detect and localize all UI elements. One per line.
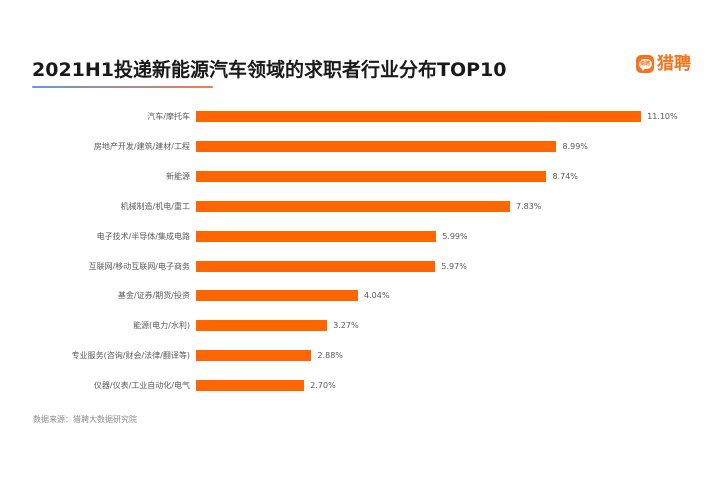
bar-row: 互联网/移动互联网/电子商务 5.97% [0,260,720,273]
logo-text: 猎聘 [657,54,691,74]
bar [196,230,437,242]
value-label: 8.74% [552,171,578,181]
category-label: 基金/证券/期货/投资 [117,291,190,301]
bar [196,200,510,212]
value-label: 5.99% [442,231,468,241]
bar-row: 房地产开发/建筑/建材/工程 8.99% [0,140,720,153]
bar [196,320,328,332]
category-label: 互联网/移动互联网/电子商务 [88,261,190,271]
title-underline [32,86,213,88]
bar [196,111,642,122]
bar-row: 新能源 8.74% [0,170,720,183]
bar-row: 汽车/摩托车 11.10% [0,111,720,123]
bar-row: 能源(电力/水利) 3.27% [0,320,720,332]
category-label: 电子技术/半导体/集成电路 [96,231,190,241]
bar [196,290,358,302]
liepin-logo: 猎聘 猎聘 [636,55,691,73]
value-label: 2.88% [317,351,343,361]
category-label: 新能源 [166,171,190,181]
category-label: 汽车/摩托车 [147,112,190,121]
bar-row: 机械制造/机电/重工 7.83% [0,200,720,213]
value-label: 3.27% [333,321,359,331]
category-label: 房地产开发/建筑/建材/工程 [93,141,190,151]
category-label: 机械制造/机电/重工 [120,201,190,211]
liepin-logo-icon: 猎聘 [636,55,654,73]
value-label: 8.99% [562,141,588,151]
bar-row: 电子技术/半导体/集成电路 5.99% [0,230,720,243]
value-label: 7.83% [515,201,542,211]
bar [196,140,557,152]
category-label: 专业服务(咨询/财会/法律/翻译等) [71,351,190,361]
bar-row: 基金/证券/期货/投资 4.04% [0,290,720,302]
chart-title: 2021H1投递新能源汽车领域的求职者行业分布TOP10 [32,59,507,81]
category-label: 仪器/仪表/工业自动化/电气 [93,381,190,391]
value-label: 2.70% [310,381,336,391]
value-label: 4.04% [364,291,390,301]
speech-bubble-icon: 猎聘 [638,59,652,71]
bar [196,170,547,182]
bar [196,350,312,362]
value-label: 11.10% [647,112,678,121]
data-source: 数据来源：猎聘大数据研究院 [33,415,137,424]
bar [196,260,436,272]
bar-row: 专业服务(咨询/财会/法律/翻译等) 2.88% [0,350,720,362]
bar-row: 仪器/仪表/工业自动化/电气 2.70% [0,380,720,392]
bar [196,380,305,392]
value-label: 5.97% [441,261,467,271]
category-label: 能源(电力/水利) [133,321,190,331]
